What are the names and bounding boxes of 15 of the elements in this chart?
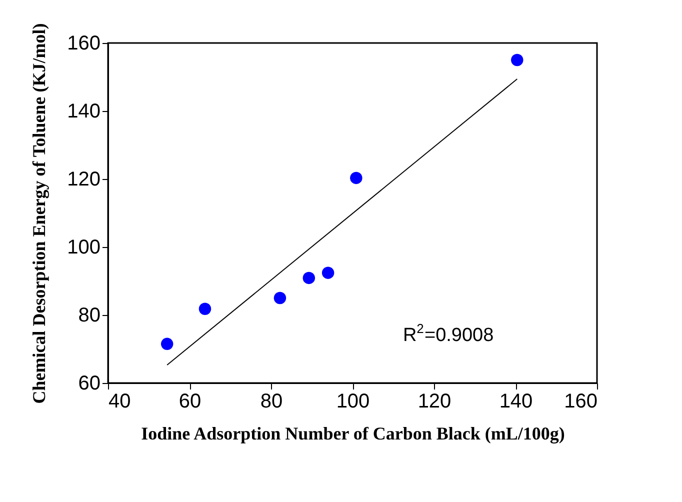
y-tick-label: 120	[67, 168, 100, 190]
y-tick-label: 140	[67, 100, 100, 122]
x-tick-label: 40	[108, 390, 131, 412]
x-tick-label: 120	[418, 390, 452, 412]
y-tick-label: 80	[78, 304, 100, 326]
x-tick-label: 160	[564, 390, 598, 412]
x-tick-label: 60	[178, 390, 202, 412]
y-tick-label: 60	[78, 372, 100, 394]
x-axis-title: Iodine Adsorption Number of Carbon Black (mL/100g)	[141, 424, 565, 444]
x-tick-label: 140	[499, 390, 533, 412]
y-axis-title: Chemical Desorption Energy of Toluene (KJ/mol)	[29, 23, 50, 404]
y-tick-label: 100	[67, 236, 100, 258]
x-tick-label: 100	[336, 390, 370, 412]
x-tick-label: 80	[260, 390, 283, 412]
y-tick-label: 160	[67, 32, 100, 54]
